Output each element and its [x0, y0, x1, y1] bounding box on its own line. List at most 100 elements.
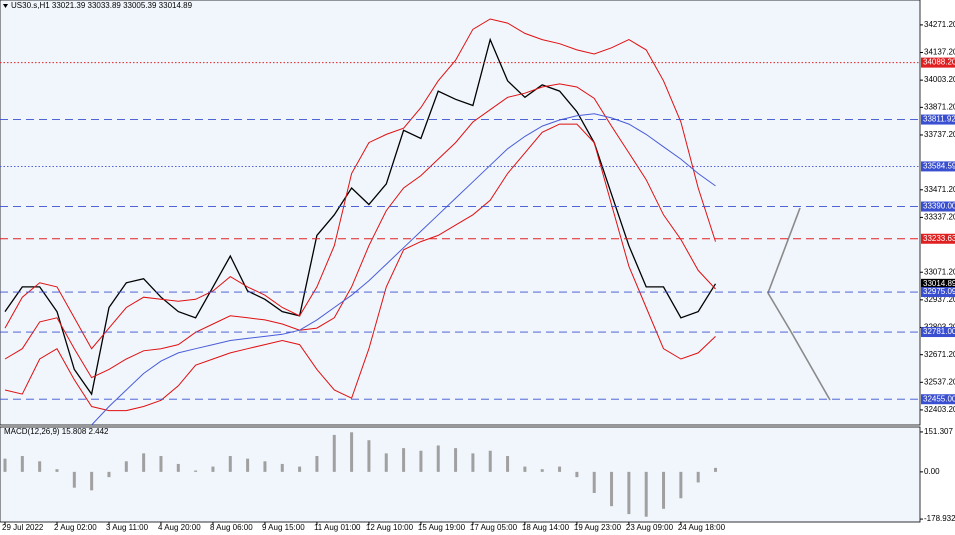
y-tick-label: 33871.20 — [924, 102, 955, 111]
macd-bar — [20, 456, 24, 472]
x-tick-label: 12 Aug 10:00 — [366, 523, 414, 532]
level-label: 32781.00 — [923, 327, 955, 336]
x-tick-label: 11 Aug 01:00 — [314, 523, 361, 532]
x-tick-label: 3 Aug 11:00 — [106, 523, 149, 532]
level-label-bg — [921, 233, 955, 244]
y-tick-label: 32671.20 — [924, 350, 955, 359]
macd-bar — [540, 469, 544, 472]
level-label: 33390.00 — [923, 202, 955, 211]
macd-bar — [523, 466, 527, 472]
macd-bar — [124, 461, 128, 472]
level-label-bg — [921, 287, 955, 298]
macd-bar — [263, 461, 267, 472]
macd-bar — [575, 471, 579, 478]
x-tick-label: 8 Aug 06:00 — [210, 523, 253, 532]
price-line — [4, 18, 716, 350]
up-arrow — [767, 207, 801, 294]
x-tick-label: 18 Aug 14:00 — [522, 523, 570, 532]
macd-bar — [384, 453, 388, 472]
level-label-bg — [921, 161, 955, 172]
macd-bar — [419, 450, 423, 472]
x-tick-label: 15 Aug 19:00 — [418, 523, 466, 532]
macd-bar — [471, 453, 475, 472]
macd-bar — [107, 471, 111, 478]
y-tick-label: 34137.20 — [924, 48, 955, 57]
level-label-bg — [921, 278, 955, 289]
level-label-bg — [921, 57, 955, 68]
level-label: 32975.09 — [923, 287, 955, 296]
macd-bar — [644, 471, 648, 517]
macd-bar — [72, 471, 76, 488]
y-tick-label: 32937.20 — [924, 295, 955, 304]
macd-bar — [90, 471, 94, 491]
macd-bar — [558, 466, 562, 472]
y-tick-label: 33471.20 — [924, 185, 955, 194]
macd-bar — [662, 471, 666, 509]
macd-bar — [246, 458, 250, 472]
macd-title: MACD(12,26,9) 15.808 2.442 — [4, 427, 109, 436]
y-tick-label: 0.00 — [924, 467, 940, 476]
y-tick-label: 33071.20 — [924, 267, 955, 276]
level-label-bg — [921, 327, 955, 338]
y-tick-label: -178.932 — [924, 514, 955, 523]
level-label-bg — [921, 114, 955, 125]
macd-bar — [159, 456, 163, 472]
y-tick-label: 34271.20 — [924, 20, 955, 29]
level-label-bg — [921, 201, 955, 212]
price-line — [91, 113, 716, 426]
macd-bar — [55, 469, 59, 472]
x-tick-label: 19 Aug 23:00 — [574, 523, 622, 532]
y-tick-label: 33337.20 — [924, 213, 955, 222]
macd-bar — [176, 463, 180, 472]
x-tick-label: 23 Aug 09:00 — [626, 523, 674, 532]
down-arrow — [767, 292, 831, 401]
macd-bar — [350, 432, 354, 472]
macd-bar — [506, 456, 510, 472]
level-label: 32455.00 — [923, 394, 955, 403]
y-tick-label: 32403.20 — [924, 405, 955, 414]
macd-bar — [592, 471, 596, 493]
macd-bar — [142, 453, 146, 472]
x-tick-label: 29 Jul 2022 — [2, 523, 44, 532]
macd-bar — [454, 448, 458, 472]
y-tick-label: 32537.20 — [924, 377, 955, 386]
macd-bar — [610, 471, 614, 507]
projection-arrows — [767, 207, 831, 401]
macd-bar — [627, 471, 631, 515]
price-line — [4, 123, 716, 412]
level-label: 33811.92 — [923, 115, 955, 124]
macd-bar — [38, 461, 42, 472]
macd-panel — [0, 426, 921, 523]
y-tick-label: 33737.20 — [924, 130, 955, 139]
macd-bar — [367, 440, 371, 472]
macd-bar — [696, 471, 700, 483]
x-tick-label: 17 Aug 05:00 — [470, 523, 518, 532]
level-label: 34088.20 — [923, 58, 955, 67]
x-tick-label: 9 Aug 15:00 — [262, 523, 305, 532]
macd-bar — [315, 456, 319, 472]
level-label: 33584.59 — [923, 162, 955, 171]
chart-title: US30.s,H1 33021.39 33033.89 33005.39 330… — [11, 1, 193, 10]
macd-bar — [298, 466, 302, 472]
macd-bar — [280, 463, 284, 472]
macd-bar — [488, 450, 492, 472]
menu-icon[interactable] — [3, 4, 8, 8]
macd-bar — [332, 434, 336, 472]
macd-bar — [436, 445, 440, 472]
x-tick-label: 2 Aug 02:00 — [54, 523, 97, 532]
price-line — [4, 83, 716, 379]
x-tick-label: 24 Aug 18:00 — [678, 523, 726, 532]
macd-bar — [714, 467, 718, 472]
y-tick-label: 34003.20 — [924, 75, 955, 84]
macd-bar — [228, 456, 232, 472]
macd-bar — [194, 470, 198, 472]
level-label: 33233.63 — [923, 234, 955, 243]
x-tick-label: 4 Aug 20:00 — [158, 523, 201, 532]
macd-bar — [679, 471, 683, 499]
y-tick-label: 151.307 — [924, 427, 953, 436]
level-label: 33014.89 — [923, 279, 955, 288]
macd-bar — [402, 448, 406, 472]
macd-bar — [3, 458, 7, 472]
level-label-bg — [921, 394, 955, 405]
